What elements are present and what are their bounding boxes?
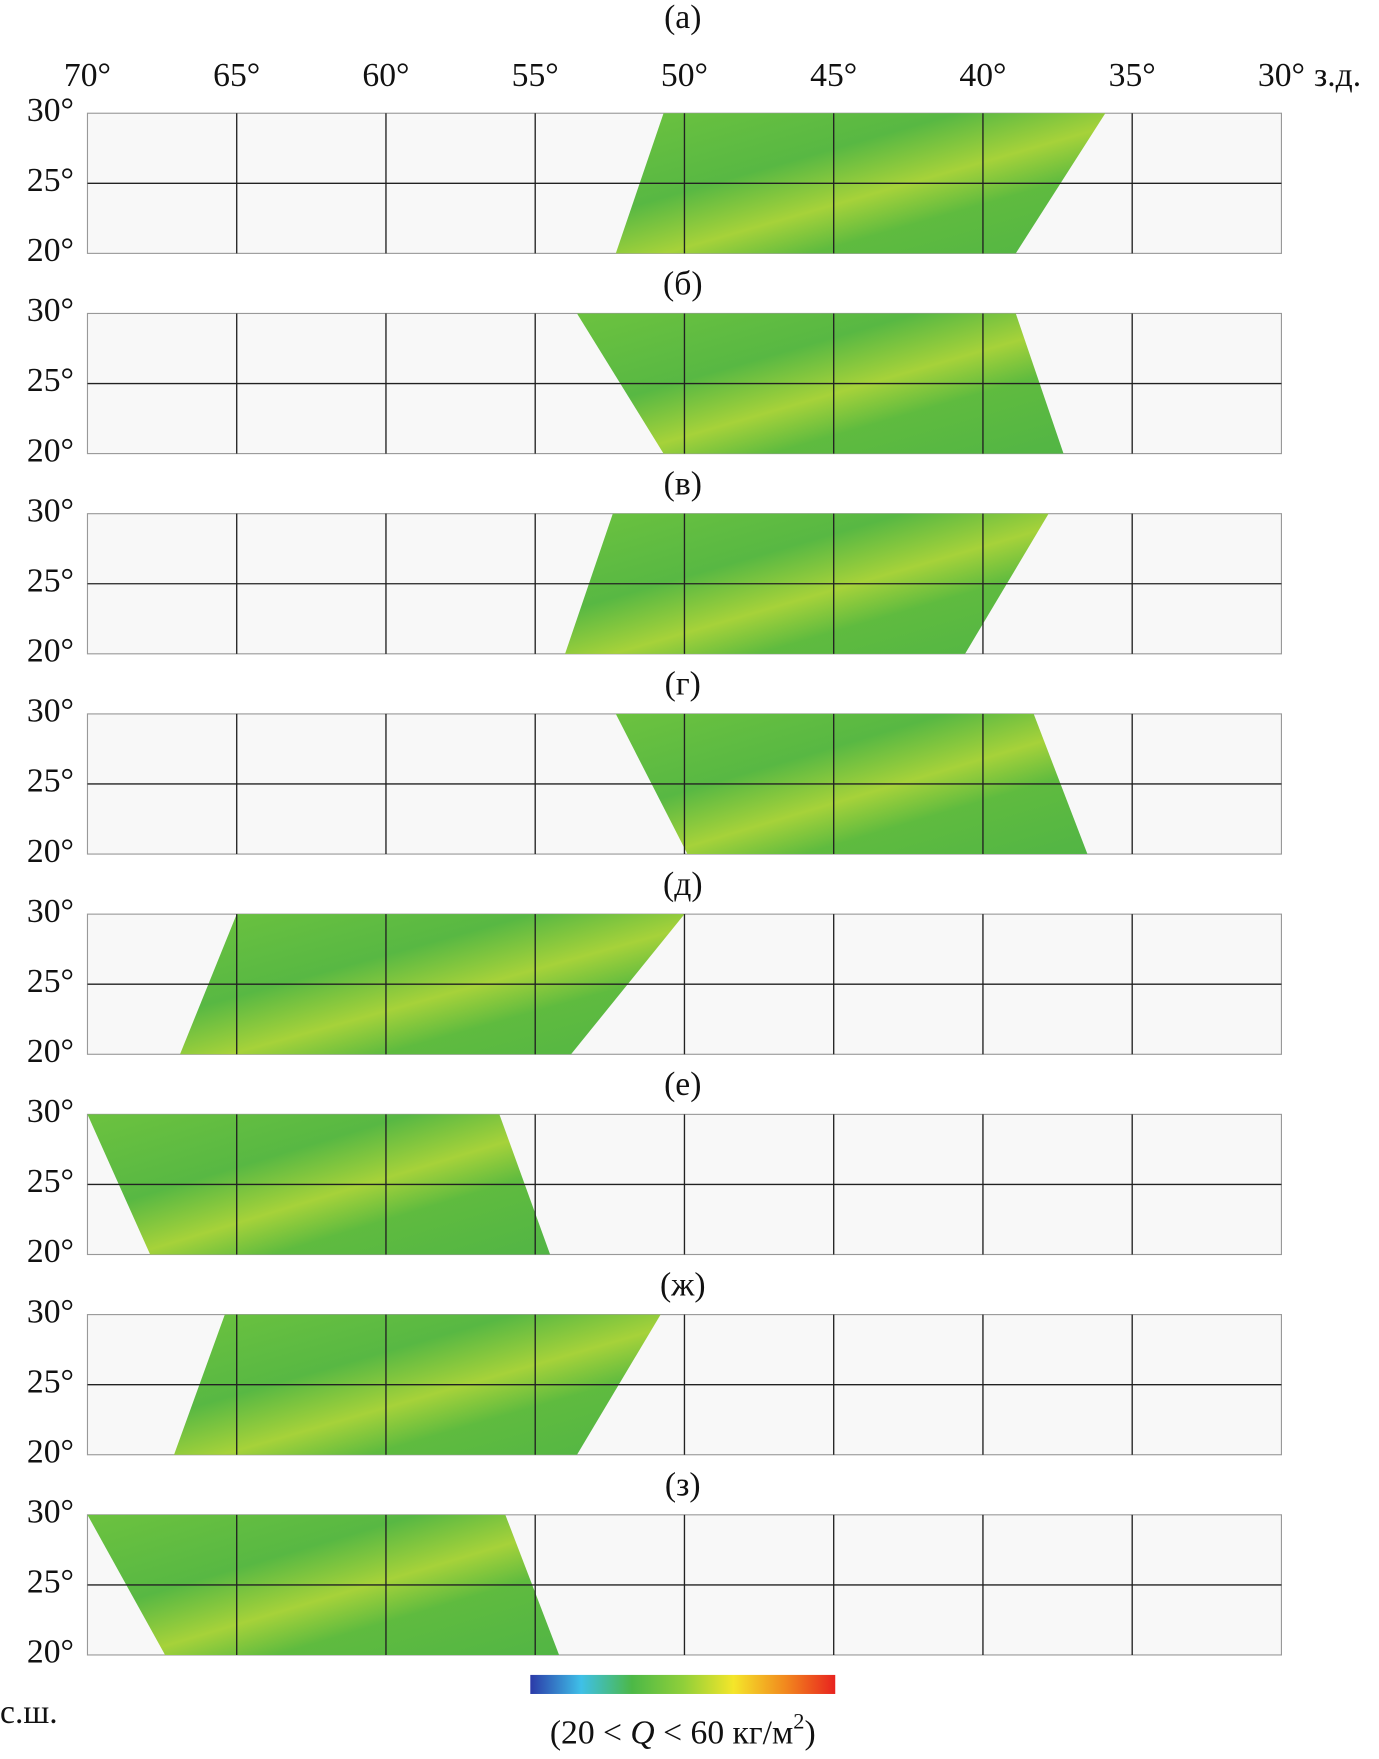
y-tick-label: 20° [27, 1634, 74, 1671]
panel-label: (д) [663, 866, 703, 903]
y-tick-label: 30° [27, 1093, 74, 1130]
x-tick-label: 70° [64, 57, 111, 94]
y-tick-label: 30° [27, 1293, 74, 1330]
panel-label: (в) [664, 465, 702, 502]
x-tick-label: 30° [1258, 57, 1305, 94]
y-tick-label: 25° [27, 1363, 74, 1400]
y-tick-label: 25° [27, 1163, 74, 1200]
y-tick-label: 30° [27, 893, 74, 930]
y-tick-label: 25° [27, 162, 74, 199]
x-tick-label: 50° [661, 57, 708, 94]
y-tick-label: 25° [27, 362, 74, 399]
y-tick-label: 20° [27, 633, 74, 670]
x-tick-label: 55° [512, 57, 559, 94]
label-part: Q [630, 1714, 654, 1751]
panel-label: (г) [665, 666, 701, 703]
x-tick-label: 45° [810, 57, 857, 94]
y-tick-label: 25° [27, 763, 74, 800]
y-tick-label: 20° [27, 1233, 74, 1270]
label-part: (20 < [550, 1714, 631, 1751]
x-tick-label: 60° [362, 57, 409, 94]
label-part: < 60 кг/м [655, 1714, 794, 1751]
colorbar [530, 1674, 836, 1694]
x-tick-label: 65° [213, 57, 260, 94]
x-unit: з.д. [1314, 57, 1361, 94]
y-tick-label: 25° [27, 562, 74, 599]
x-tick-label: 35° [1109, 57, 1156, 94]
x-tick-label: 40° [959, 57, 1006, 94]
colorbar-label: (20 < Q < 60 кг/м2) [550, 1708, 816, 1751]
y-tick-label: 30° [27, 92, 74, 129]
label-part: 2 [793, 1708, 804, 1733]
y-tick-label: 20° [27, 432, 74, 469]
panel-label: (е) [664, 1066, 701, 1103]
y-tick-label: 20° [27, 1433, 74, 1470]
y-tick-label: 30° [27, 292, 74, 329]
y-tick-label: 20° [27, 833, 74, 870]
y-tick-label: 30° [27, 693, 74, 730]
y-tick-label: 30° [27, 1494, 74, 1531]
panel-label: (б) [663, 265, 703, 302]
panel-label: (а) [664, 0, 701, 36]
y-tick-label: 25° [27, 1564, 74, 1601]
y-unit: с.ш. [0, 1694, 58, 1731]
panel-label: (з) [665, 1467, 701, 1504]
y-tick-label: 20° [27, 1033, 74, 1070]
y-tick-label: 25° [27, 963, 74, 1000]
label-part: ) [805, 1714, 816, 1751]
y-tick-label: 30° [27, 492, 74, 529]
y-tick-label: 20° [27, 232, 74, 269]
panel-label: (ж) [660, 1266, 706, 1303]
